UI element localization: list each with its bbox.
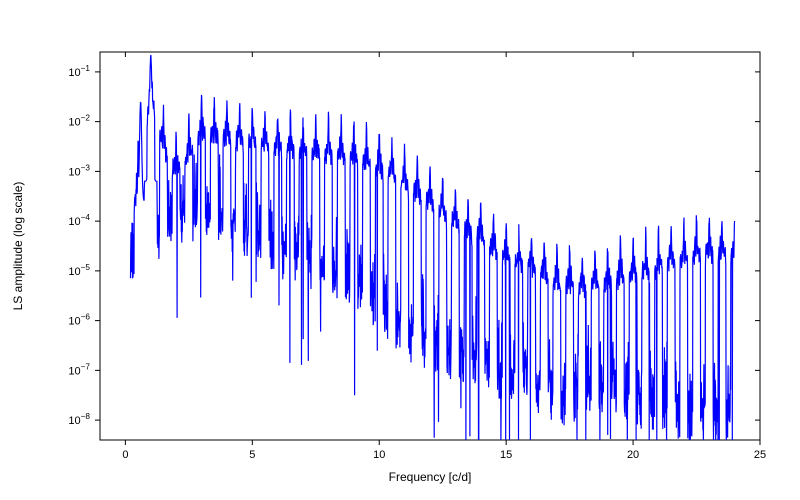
svg-text:10−5: 10−5: [68, 263, 90, 278]
svg-text:15: 15: [500, 449, 512, 461]
svg-text:5: 5: [249, 449, 255, 461]
chart-container: 0 5 10 15 20 25 10−8 10−7 10−6 10−5 10−4 10−3 10−2 10…: [0, 0, 800, 500]
svg-text:10: 10: [373, 449, 385, 461]
svg-text:0: 0: [122, 449, 128, 461]
svg-text:25: 25: [754, 449, 766, 461]
x-axis-label: Frequency [c/d]: [389, 470, 472, 484]
svg-text:10−4: 10−4: [68, 213, 90, 228]
svg-text:10−3: 10−3: [68, 163, 90, 178]
periodogram-plot: 0 5 10 15 20 25 10−8 10−7 10−6 10−5 10−4 10−3 10−2 10…: [0, 0, 800, 500]
svg-text:10−2: 10−2: [68, 114, 90, 129]
svg-text:10−6: 10−6: [68, 313, 90, 328]
svg-text:10−7: 10−7: [68, 362, 90, 377]
svg-text:20: 20: [627, 449, 639, 461]
svg-text:10−8: 10−8: [68, 412, 90, 427]
y-axis-label: LS amplitude (log scale): [11, 182, 25, 311]
svg-text:10−1: 10−1: [68, 64, 90, 79]
